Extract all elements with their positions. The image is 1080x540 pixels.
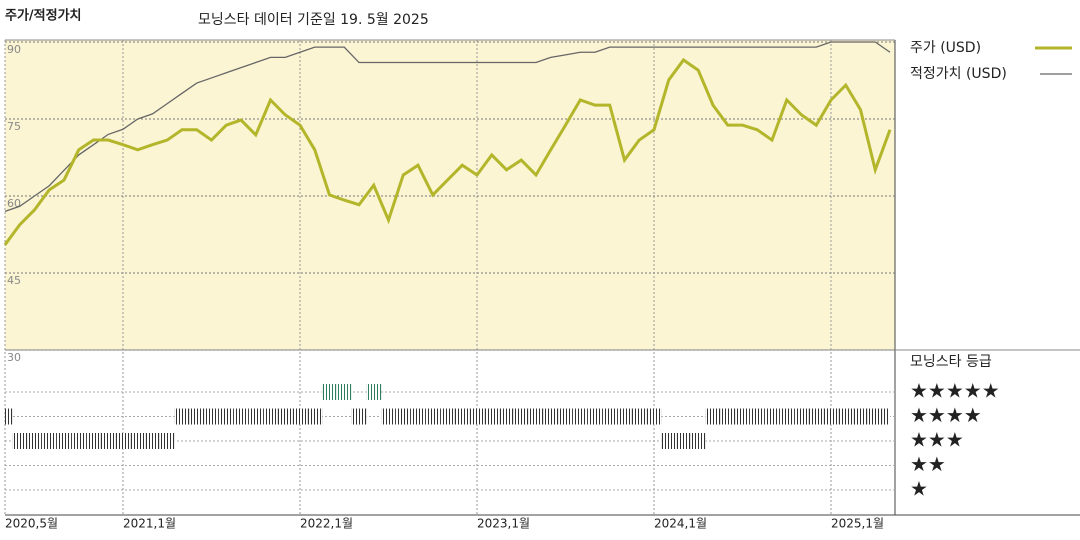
legend-label: 주가 (USD)	[910, 40, 981, 56]
rating-cell	[779, 408, 795, 425]
rating-cell	[823, 408, 839, 425]
rating-cell	[543, 408, 559, 425]
rating-cell	[336, 384, 352, 400]
rating-title: 모닝스타 등급	[910, 354, 992, 370]
rating-cell	[174, 408, 190, 425]
rating-cell	[690, 433, 706, 449]
rating-cell	[277, 408, 293, 425]
rating-cell	[602, 408, 618, 425]
rating-cell	[853, 408, 868, 425]
y-tick-label: 30	[7, 351, 21, 364]
rating-cell	[676, 433, 691, 449]
rating-cell	[410, 408, 426, 425]
rating-cell	[499, 408, 514, 425]
rating-cell	[587, 408, 603, 425]
rating-cell	[5, 408, 13, 425]
rating-cell	[115, 433, 131, 449]
rating-cell	[204, 408, 219, 425]
rating-cell	[646, 408, 662, 425]
rating-cell	[145, 433, 160, 449]
rating-cell	[27, 433, 42, 449]
rating-cell	[366, 384, 382, 400]
rating-cell	[867, 408, 883, 425]
rating-cell	[351, 408, 367, 425]
rating-cell	[159, 433, 175, 449]
x-tick-label: 2022,1월	[300, 517, 353, 531]
rating-cell	[808, 408, 824, 425]
rating-cell	[528, 408, 544, 425]
chart-subtitle: 모닝스타 데이터 기준일 19. 5월 2025	[198, 12, 429, 28]
rating-cell	[71, 433, 87, 449]
rating-cell	[100, 433, 116, 449]
rating-cell	[705, 408, 721, 425]
rating-label: ★★★★★	[910, 379, 1000, 403]
legend-label: 적정가치 (USD)	[910, 66, 1007, 82]
rating-cell	[56, 433, 72, 449]
rating-cell	[454, 408, 470, 425]
x-tick-label: 2020,5월	[5, 517, 58, 531]
rating-cell	[749, 408, 765, 425]
rating-cell	[720, 408, 736, 425]
rating-cell	[838, 408, 854, 425]
rating-cell	[558, 408, 573, 425]
rating-cell	[631, 408, 647, 425]
x-tick-label: 2023,1월	[477, 517, 530, 531]
series-line	[4, 41, 891, 213]
rating-cell	[12, 433, 28, 449]
rating-cell	[292, 408, 308, 425]
rating-cell	[440, 408, 455, 425]
y-tick-label: 45	[7, 274, 21, 287]
rating-cell	[263, 408, 278, 425]
x-tick-label: 2021,1월	[123, 517, 176, 531]
rating-cell	[794, 408, 809, 425]
rating-cell	[381, 408, 396, 425]
rating-cell	[307, 408, 323, 425]
y-tick-label: 75	[7, 120, 21, 133]
rating-cell	[735, 408, 750, 425]
rating-label: ★	[910, 477, 928, 501]
series-line	[3, 57, 892, 246]
rating-cell	[322, 384, 337, 400]
rating-cell	[764, 408, 780, 425]
rating-label: ★★★	[910, 428, 964, 452]
rating-cell	[513, 408, 529, 425]
rating-cell	[218, 408, 234, 425]
rating-cell	[425, 408, 441, 425]
price-panel	[5, 40, 895, 350]
x-tick-label: 2024,1월	[654, 517, 707, 531]
rating-cell	[882, 408, 890, 425]
rating-cell	[233, 408, 249, 425]
rating-cell	[41, 433, 57, 449]
rating-cell	[572, 408, 588, 425]
x-tick-label: 2025,1월	[831, 517, 884, 531]
rating-cell	[469, 408, 485, 425]
chart-title: 주가/적정가치	[5, 8, 82, 24]
y-tick-label: 90	[7, 43, 21, 56]
rating-cell	[617, 408, 632, 425]
rating-cell	[484, 408, 500, 425]
rating-cell	[248, 408, 264, 425]
rating-cell	[86, 433, 101, 449]
rating-label: ★★★★	[910, 403, 982, 427]
rating-cell	[130, 433, 146, 449]
rating-cell	[189, 408, 205, 425]
rating-cell	[395, 408, 411, 425]
rating-cell	[661, 433, 677, 449]
rating-label: ★★	[910, 452, 946, 476]
